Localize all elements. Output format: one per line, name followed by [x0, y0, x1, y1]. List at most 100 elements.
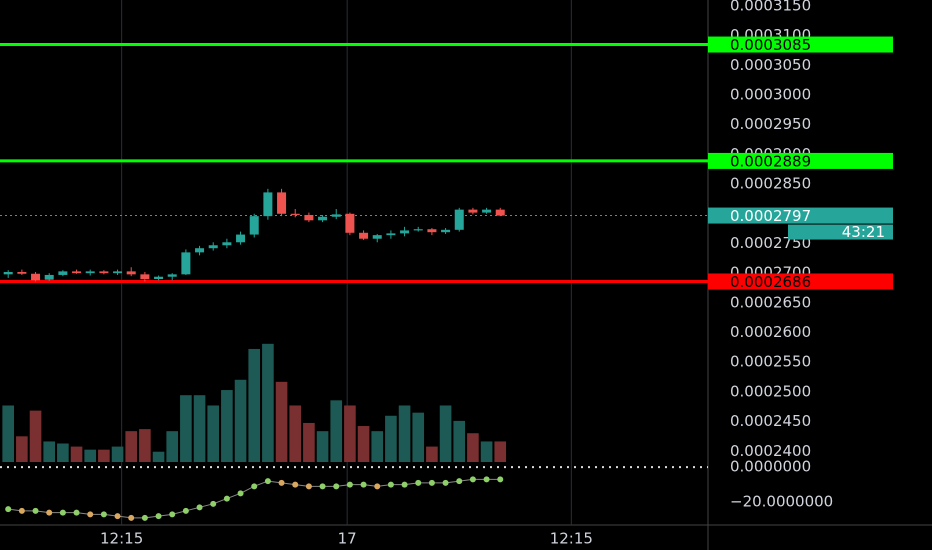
indicator-dot — [442, 479, 449, 486]
candle-body — [154, 276, 164, 280]
indicator-dot — [456, 478, 463, 485]
volume-bar — [426, 446, 438, 462]
countdown: 43:21 — [842, 223, 885, 241]
volume-bar — [439, 405, 452, 462]
indicator-dot — [237, 490, 244, 497]
volume-bar — [221, 390, 233, 462]
candle-body — [331, 214, 341, 217]
indicator-dot — [387, 481, 394, 488]
candle-body — [441, 229, 451, 233]
y-tick-label: 0.0002950 — [730, 115, 811, 133]
volume-bar — [385, 415, 397, 462]
level-label: 0.0002686 — [730, 273, 811, 291]
indicator-dot — [428, 479, 435, 486]
y-tick-label: 0.0003000 — [730, 86, 811, 104]
indicator-dot — [73, 509, 80, 516]
candle-body — [222, 242, 232, 246]
volume-bar — [180, 395, 192, 462]
indicator-dot — [415, 479, 422, 486]
candle-body — [413, 229, 423, 231]
volume-bar — [453, 420, 466, 462]
volume-bar — [412, 412, 425, 462]
y2-tick-label: −20.0000000 — [730, 493, 833, 511]
volume-bar — [84, 449, 97, 462]
candle-body — [31, 273, 41, 281]
last-price-label: 0.0002797 — [730, 207, 811, 225]
indicator-dot — [100, 511, 107, 518]
candle-body — [304, 214, 314, 221]
volume-bar — [248, 348, 261, 462]
volume-bar — [193, 395, 206, 462]
indicator-dot — [469, 476, 476, 483]
indicator-dot — [251, 483, 258, 490]
volume-bar — [111, 446, 124, 462]
candle-body — [495, 209, 505, 216]
volume-bar — [480, 441, 493, 462]
indicator-dot — [483, 476, 490, 483]
candle-body — [167, 274, 177, 277]
y-tick-label: 0.0002400 — [730, 442, 811, 460]
volume-bar — [2, 405, 15, 462]
indicator-dot — [360, 481, 367, 488]
volume-bar — [98, 449, 110, 462]
volume-bar — [43, 441, 56, 462]
candle-body — [181, 252, 191, 275]
indicator-dot — [46, 509, 53, 516]
volume-bar — [371, 431, 384, 462]
indicator-dot — [497, 476, 504, 483]
indicator-dot — [223, 495, 230, 502]
indicator-dot — [59, 509, 66, 516]
y-tick-label: 0.0002550 — [730, 353, 811, 371]
candle-body — [386, 233, 396, 236]
indicator-dot — [401, 481, 408, 488]
volume-bar — [57, 443, 69, 462]
indicator-dot — [32, 507, 39, 514]
volume-bar — [125, 431, 138, 462]
x-tick-label: 12:15 — [100, 530, 143, 548]
candle-body — [58, 271, 68, 275]
y-tick-label: 0.0002500 — [730, 382, 811, 400]
candle-body — [290, 213, 300, 215]
candle-body — [72, 271, 82, 274]
level-badge — [708, 152, 893, 169]
y2-tick-label: 0.0000000 — [730, 458, 811, 476]
indicator-dot — [155, 513, 162, 520]
indicator-dot — [169, 511, 176, 518]
price-badge — [708, 207, 893, 224]
volume-bar — [330, 400, 343, 462]
level-label: 0.0002889 — [730, 152, 811, 170]
candle-body — [468, 209, 478, 213]
candle-body — [85, 271, 95, 274]
x-tick-label: 12:15 — [550, 530, 593, 548]
candle-body — [318, 216, 328, 221]
indicator-dot — [346, 481, 353, 488]
y-tick-label: 0.0002650 — [730, 293, 811, 311]
volume-bar — [29, 410, 42, 462]
candle-body — [372, 235, 382, 239]
indicator-dot — [18, 507, 25, 514]
candle-body — [277, 192, 287, 214]
indicator-dot — [333, 483, 340, 490]
volume-bar — [398, 405, 411, 462]
volume-bar — [275, 381, 288, 462]
indicator-dot — [141, 514, 148, 521]
candle-body — [126, 271, 136, 275]
y-tick-label: 0.0002450 — [730, 412, 811, 430]
y-tick-label: 0.0003050 — [730, 56, 811, 74]
volume-bar — [207, 405, 220, 462]
y-tick-label: 0.0003150 — [730, 0, 811, 14]
candle-body — [249, 216, 259, 235]
candle-body — [400, 230, 410, 234]
candle-body — [113, 271, 123, 274]
level-label: 0.0003085 — [730, 36, 811, 54]
indicator-dot — [278, 479, 285, 486]
indicator-dot — [87, 511, 94, 518]
y-tick-label: 0.0002600 — [730, 323, 811, 341]
volume-bar — [262, 343, 274, 462]
volume-bar — [467, 433, 479, 462]
candle-body — [236, 234, 246, 243]
candle-body — [208, 245, 218, 249]
candle-body — [3, 271, 13, 275]
indicator-dot — [182, 507, 189, 514]
